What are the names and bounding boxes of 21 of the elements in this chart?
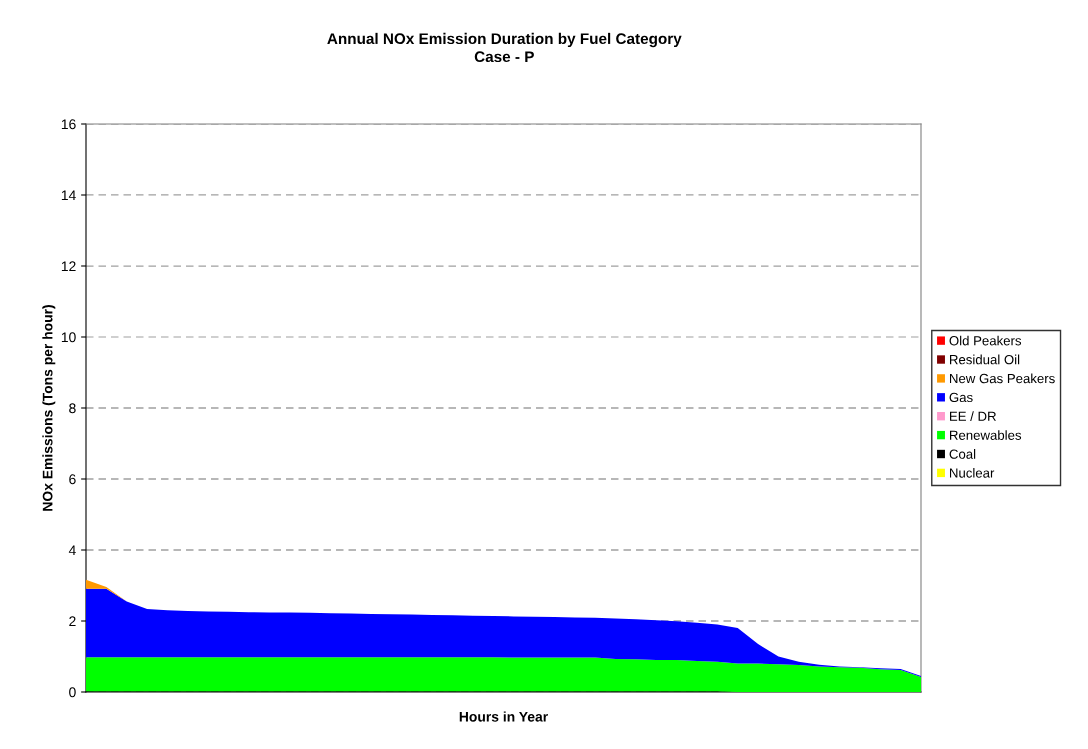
y-tick-label: 4: [68, 545, 76, 556]
y-tick-label: 8: [69, 403, 76, 414]
legend-label: Gas: [949, 392, 973, 403]
y-axis-title: NOx Emissions (Tons per hour): [42, 305, 56, 511]
chart-subtitle: Case - P: [474, 51, 534, 63]
x-axis-title: Hours in Year: [459, 711, 548, 722]
legend-label: EE / DR: [950, 411, 996, 421]
y-tick-label: 0: [69, 687, 76, 698]
y-tick-label: 14: [61, 190, 76, 201]
legend-label: New Gas Peakers: [950, 373, 1055, 384]
legend-label: Residual Oil: [950, 354, 1020, 365]
y-tick-label: 12: [61, 261, 76, 272]
y-tick-label: 6: [69, 474, 76, 485]
y-tick-label: 2: [69, 616, 76, 627]
legend-label: Nuclear: [950, 467, 995, 478]
y-tick-label: 10: [61, 332, 76, 343]
chart-title: Annual NOx Emission Duration by Fuel Category: [327, 32, 682, 48]
y-tick-label: 16: [61, 119, 76, 130]
legend-label: Renewables: [950, 430, 1022, 440]
legend-label: Old Peakers: [949, 335, 1022, 346]
legend-label: Coal: [949, 449, 976, 459]
